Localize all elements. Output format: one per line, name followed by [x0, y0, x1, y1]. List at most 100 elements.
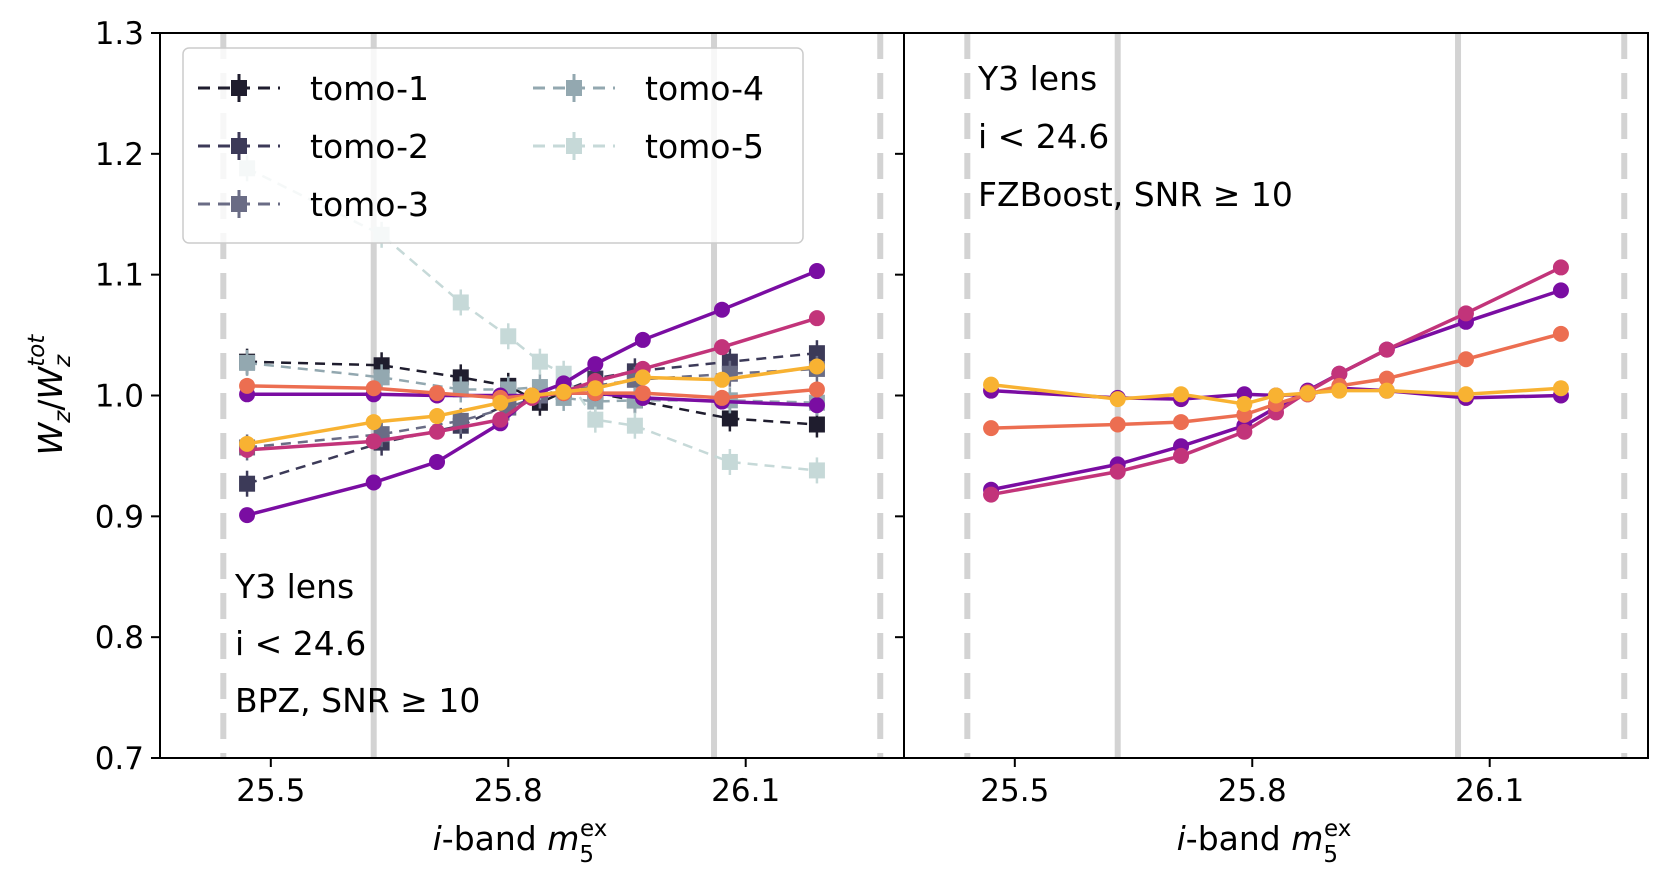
y-tick-label: 0.8 — [95, 620, 144, 656]
legend-label: tomo-1 — [310, 69, 429, 108]
x-tick-label: 25.8 — [474, 773, 543, 809]
left-y-ticks: 0.7 0.8 0.9 1.0 1.1 1.2 1.3 — [95, 16, 160, 777]
tomo-5-point — [452, 294, 469, 311]
solid-series-point — [365, 474, 382, 491]
solid-series-point — [492, 411, 509, 428]
tomo-5-line — [246, 167, 818, 472]
left-x-ticks: 25.5 25.8 26.1 — [236, 758, 780, 809]
solid-series-point — [365, 433, 382, 450]
solid-series-point — [713, 371, 730, 388]
tomo-1-line — [247, 360, 818, 426]
tomo-5-point — [626, 417, 643, 434]
solid-series-point — [429, 385, 446, 402]
solid-series-point — [1378, 341, 1395, 358]
solid-series-point — [587, 356, 604, 373]
left-x-axis-label: i-band m5ex — [433, 816, 608, 868]
legend-label: tomo-4 — [645, 69, 764, 108]
y-tick-label: 1.2 — [95, 137, 144, 173]
right-annotation-line-3: FZBoost, SNR ≥ 10 — [978, 175, 1293, 214]
solid-series-point — [429, 453, 446, 470]
tomo-1-point — [808, 416, 825, 433]
solid-series-point — [1173, 447, 1190, 464]
x-tick-label: 25.5 — [980, 773, 1049, 809]
solid-series-line — [991, 332, 1562, 430]
solid-series-point — [1109, 391, 1126, 408]
right-y-ticks — [895, 32, 904, 759]
legend-marker — [231, 80, 247, 96]
right-annotation-line-2: i < 24.6 — [978, 117, 1109, 156]
tomo-4-point — [239, 354, 256, 371]
solid-series-line — [246, 269, 818, 517]
solid-series-point — [634, 385, 651, 402]
x-tick-label: 26.1 — [711, 773, 780, 809]
solid-series-point — [1378, 370, 1395, 387]
tomo-5-point — [721, 453, 738, 470]
left-annotation-line-1: Y3 lens — [234, 567, 354, 606]
legend-entry-tomo-1: tomo-1 — [198, 69, 429, 108]
tomo-5-point — [500, 328, 517, 345]
left-annotation-line-2: i < 24.6 — [235, 624, 366, 663]
legend-marker — [231, 196, 247, 212]
solid-series-point — [713, 389, 730, 406]
solid-series-point — [1331, 365, 1348, 382]
x-tick-label: 25.5 — [236, 773, 305, 809]
y-tick-label: 0.7 — [95, 741, 144, 777]
right-x-axis-label: i-band m5ex — [1177, 816, 1352, 868]
legend-entry-tomo-3: tomo-3 — [198, 185, 429, 224]
solid-series-point — [1457, 305, 1474, 322]
solid-series-line — [990, 382, 1562, 406]
solid-series-point — [365, 414, 382, 431]
x-tick-label: 25.8 — [1218, 773, 1287, 809]
solid-series-point — [1173, 386, 1190, 403]
left-annotation-line-3: BPZ, SNR ≥ 10 — [235, 681, 480, 720]
solid-series-point — [1552, 259, 1569, 276]
tomo-1-point — [721, 410, 738, 427]
legend-entry-tomo-2: tomo-2 — [198, 127, 429, 166]
solid-series-point — [983, 376, 1000, 393]
solid-series-point — [492, 394, 509, 411]
solid-series-point — [983, 486, 1000, 503]
legend-entries: tomo-1 tomo-2 tomo-3 tomo-4 tomo-5 — [198, 69, 764, 224]
tomo-2-point — [808, 345, 825, 362]
solid-series-point — [713, 339, 730, 356]
solid-series-point — [429, 408, 446, 425]
solid-series-point — [1236, 423, 1253, 440]
y-tick-label: 0.9 — [95, 499, 144, 535]
solid-series-point — [1457, 386, 1474, 403]
left-solid-series — [239, 263, 825, 524]
solid-series-point — [1378, 382, 1395, 399]
solid-series-point — [429, 423, 446, 440]
solid-series-point — [1236, 395, 1253, 412]
legend-marker — [566, 138, 582, 154]
solid-series-point — [239, 435, 256, 452]
solid-series-point — [713, 301, 730, 318]
solid-series-point — [1173, 414, 1190, 431]
y-tick-label: 1.1 — [95, 258, 144, 294]
solid-series-point — [524, 387, 540, 404]
solid-series-point — [555, 383, 572, 400]
solid-series-point — [808, 310, 825, 327]
legend-label: tomo-5 — [645, 127, 764, 166]
legend-entry-tomo-4: tomo-4 — [533, 69, 764, 108]
legend-label: tomo-3 — [310, 185, 429, 224]
tomo-5-point — [531, 353, 548, 370]
solid-series-point — [808, 397, 825, 414]
solid-series-point — [1109, 463, 1126, 480]
solid-series-point — [634, 369, 651, 386]
tomo-5-point — [587, 411, 604, 428]
solid-series-point — [808, 358, 825, 375]
solid-series-point — [1457, 351, 1474, 368]
solid-series-point — [983, 420, 1000, 437]
solid-series-point — [1109, 416, 1126, 433]
solid-series-point — [808, 263, 825, 280]
legend-entry-tomo-5: tomo-5 — [533, 127, 764, 166]
solid-series-point — [1268, 387, 1284, 404]
tomo-5-point — [808, 462, 825, 479]
solid-series-point — [239, 377, 256, 394]
solid-series-point — [365, 380, 382, 397]
legend-frame — [182, 47, 804, 244]
solid-series-line — [990, 265, 1562, 497]
x-tick-label: 26.1 — [1455, 773, 1524, 809]
solid-series-point — [1552, 380, 1569, 397]
